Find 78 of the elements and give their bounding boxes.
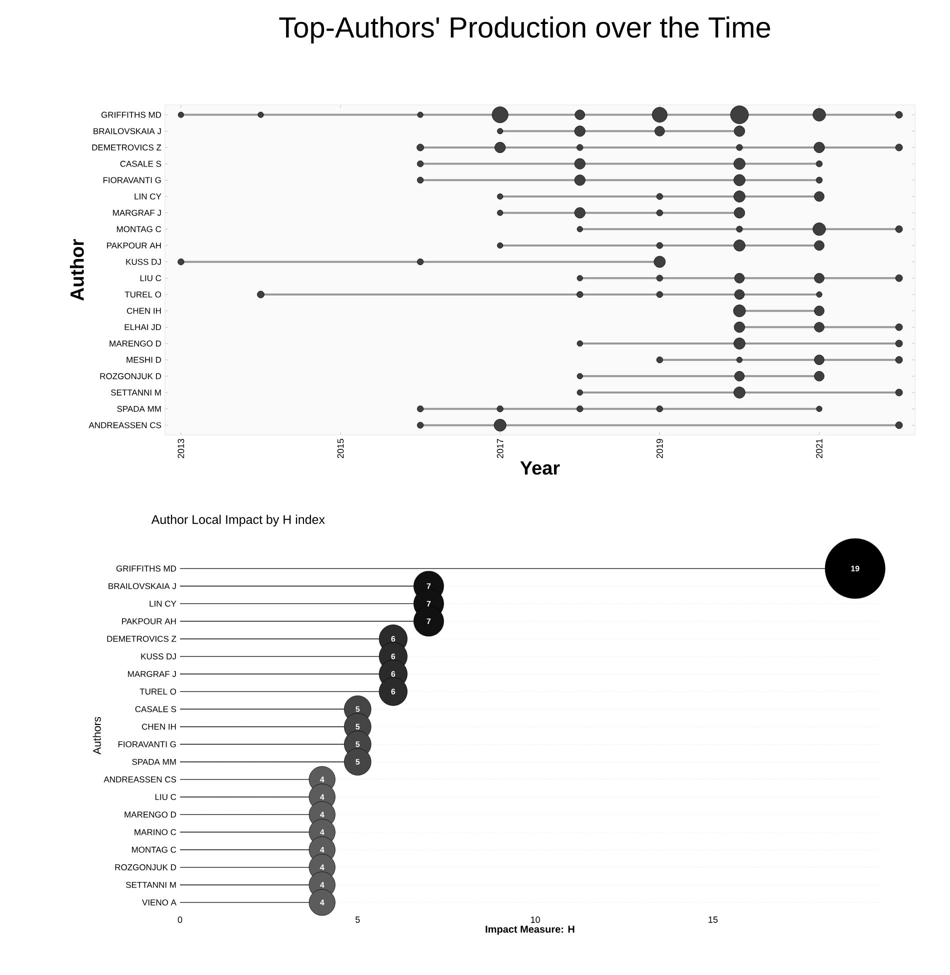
y-tick-label: PAKPOUR AH [107,242,161,248]
x-tick-label: 15 [708,916,718,923]
y-tick-label: GRIFFITHS MD [101,112,162,118]
y-tick-label: TUREL O [124,292,162,298]
data-label: 19 [851,566,860,572]
y-axis-title: Author [70,239,84,301]
x-tick-label: 2019 [656,438,663,458]
y-tick-label: ELHAI JD [124,324,162,330]
y-tick-label: KUSS DJ [141,653,176,660]
y-tick-label: SPADA MM [117,406,161,412]
y-tick-label: CASALE S [135,706,176,712]
x-axis-title: Impact Measure: H [486,926,574,935]
y-tick-label: MESHI D [126,356,162,363]
data-label: 4 [320,812,324,818]
y-tick-label: FIORAVANTI G [103,177,161,184]
y-tick-label: MONTAG C [132,846,176,853]
y-tick-label: LIU C [155,794,176,800]
y-tick-label: MARENGO D [110,340,162,347]
data-label: 4 [320,829,324,835]
data-label: 6 [391,636,396,642]
data-label: 5 [356,724,360,730]
data-label: 6 [391,671,396,677]
y-tick-label: GRIFFITHS MD [116,566,176,572]
y-tick-label: MARINO C [134,829,176,836]
y-tick-label: VIENO A [142,899,176,906]
y-tick-label: DEMETROVICS Z [92,144,162,150]
data-label: 5 [356,706,360,712]
y-tick-label: ANDREASSEN CS [104,776,176,782]
point [308,889,336,916]
x-tick-label: 2021 [816,438,822,458]
x-axis-title: Year [520,461,560,475]
y-tick-label: DEMETROVICS Z [107,636,176,642]
y-tick-label: SPADA MM [132,758,176,765]
y-tick-label: MARGRAF J [113,210,161,216]
y-tick-label: LIN CY [134,193,162,200]
point [378,677,408,706]
chart-title: Author Local Impact by H index [151,514,325,526]
y-tick-label: CHEN IH [126,308,161,314]
y-tick-label: ROZGONJUK D [115,864,176,870]
x-tick-label: 2013 [178,438,184,458]
data-label: 4 [320,864,324,870]
y-tick-label: ROZGONJUK D [100,373,162,380]
data-label: 4 [320,882,324,888]
y-tick-label: FIORAVANTI G [118,741,176,748]
chart-title: Top-Authors' Production over the Time [279,16,770,44]
x-tick-label: 5 [356,916,360,923]
x-tick-label: 2015 [337,438,344,458]
y-tick-label: PAKPOUR AH [122,618,176,624]
y-tick-label: LIN CY [150,600,176,607]
y-tick-label: CASALE S [120,160,162,167]
data-label: 4 [320,776,324,782]
point [344,748,372,776]
data-label: 4 [320,794,324,800]
y-tick-label: MARENGO D [124,812,176,818]
y-tick-label: BRAILOVSKAIA J [94,128,161,134]
y-tick-label: MONTAG C [116,226,162,232]
y-tick-label: TUREL O [140,688,176,695]
data-label: 5 [356,741,360,748]
data-label: 7 [426,583,431,589]
y-tick-label: CHEN IH [142,724,176,730]
data-label: 4 [320,846,324,852]
data-label: 7 [426,600,431,606]
x-tick-label: 0 [178,916,182,923]
y-tick-label: LIU C [140,275,162,282]
y-tick-label: ANDREASSEN CS [88,422,162,428]
data-label: 5 [356,759,360,765]
y-tick-label: SETTANNI M [126,882,176,888]
y-axis-title: Authors [92,716,101,754]
y-tick-label: KUSS DJ [126,258,161,265]
x-tick-label: 2017 [496,438,504,458]
y-tick-label: MARGRAF J [128,670,176,677]
y-tick-label: BRAILOVSKAIA J [108,583,176,590]
data-label: 6 [391,654,396,660]
y-tick-label: SETTANNI M [111,390,161,396]
data-label: 4 [320,900,324,906]
data-label: 7 [426,618,431,624]
x-tick-label: 10 [531,916,540,923]
data-label: 6 [391,688,396,694]
